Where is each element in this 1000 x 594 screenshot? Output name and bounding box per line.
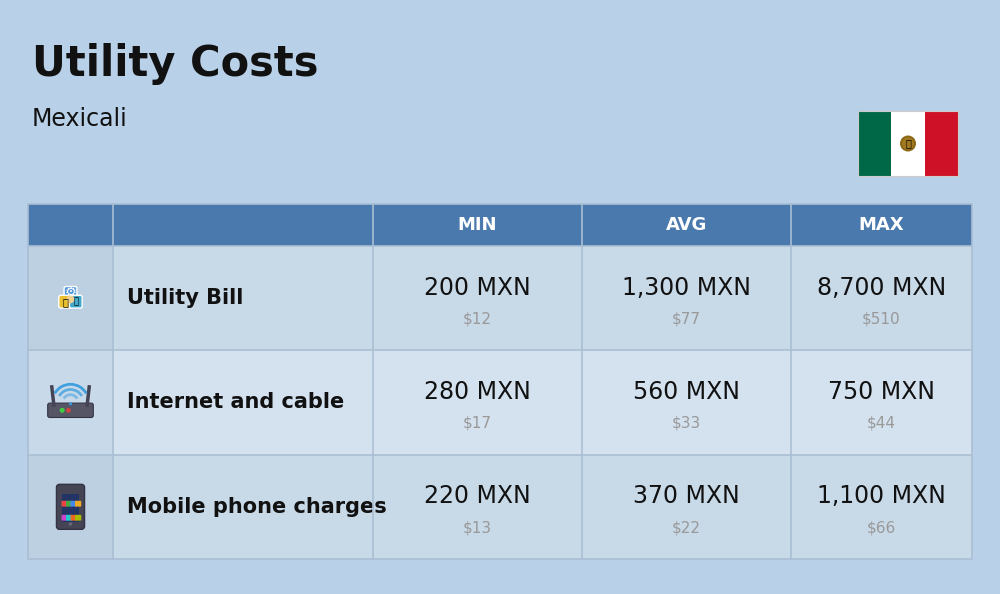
Bar (113, 246, 373, 350)
Text: 1,100 MXN: 1,100 MXN (817, 484, 946, 508)
Text: Internet and cable: Internet and cable (127, 393, 344, 412)
Circle shape (67, 295, 74, 303)
Bar (791, 204, 972, 246)
Bar (582, 246, 791, 350)
FancyBboxPatch shape (70, 501, 77, 507)
Text: ⚙: ⚙ (64, 286, 76, 299)
Bar (113, 454, 373, 559)
Circle shape (60, 408, 65, 413)
FancyBboxPatch shape (66, 515, 72, 521)
Circle shape (69, 522, 72, 526)
Bar (373, 454, 582, 559)
Text: $77: $77 (672, 311, 701, 327)
Bar (791, 246, 972, 350)
Text: Utility Bill: Utility Bill (127, 288, 243, 308)
FancyBboxPatch shape (75, 501, 81, 507)
Text: 🔌: 🔌 (62, 296, 68, 307)
Text: Mobile phone charges: Mobile phone charges (127, 497, 387, 517)
Bar (28, 204, 972, 559)
Text: $66: $66 (867, 520, 896, 535)
Text: 280 MXN: 280 MXN (424, 380, 531, 404)
Bar (925, 111, 958, 176)
Circle shape (69, 402, 72, 405)
FancyBboxPatch shape (56, 484, 85, 529)
Bar (28, 204, 113, 246)
Bar (28, 246, 113, 350)
Bar (858, 111, 891, 176)
Text: $33: $33 (672, 416, 701, 431)
FancyBboxPatch shape (59, 295, 72, 308)
Bar (28, 454, 113, 559)
Text: 370 MXN: 370 MXN (633, 484, 740, 508)
Text: Mexicali: Mexicali (32, 107, 128, 131)
Text: $22: $22 (672, 520, 701, 535)
Text: 🦅: 🦅 (905, 138, 911, 148)
Bar (582, 454, 791, 559)
Text: 🚿: 🚿 (73, 297, 78, 306)
Text: $44: $44 (867, 416, 896, 431)
Bar (62, 494, 79, 522)
Text: 220 MXN: 220 MXN (424, 484, 531, 508)
Text: MIN: MIN (458, 216, 497, 234)
Text: $17: $17 (463, 416, 492, 431)
Text: 8,700 MXN: 8,700 MXN (817, 276, 946, 300)
Bar (891, 111, 925, 176)
Circle shape (66, 408, 71, 413)
Bar (791, 350, 972, 454)
FancyBboxPatch shape (64, 286, 77, 299)
Text: $510: $510 (862, 311, 901, 327)
FancyBboxPatch shape (70, 515, 77, 521)
Circle shape (900, 135, 916, 151)
Bar (582, 350, 791, 454)
Bar (28, 350, 113, 454)
Bar (373, 246, 582, 350)
Text: $12: $12 (463, 311, 492, 327)
Bar (113, 204, 373, 246)
FancyBboxPatch shape (66, 501, 72, 507)
Text: 750 MXN: 750 MXN (828, 380, 935, 404)
Text: MAX: MAX (859, 216, 904, 234)
Bar (791, 454, 972, 559)
FancyBboxPatch shape (48, 403, 93, 418)
FancyBboxPatch shape (62, 501, 68, 507)
Text: 1,300 MXN: 1,300 MXN (622, 276, 751, 300)
Text: 200 MXN: 200 MXN (424, 276, 531, 300)
Circle shape (902, 137, 914, 150)
Bar (373, 204, 582, 246)
Bar (858, 111, 958, 176)
Text: $13: $13 (463, 520, 492, 535)
Bar (373, 350, 582, 454)
Bar (582, 204, 791, 246)
Bar (113, 350, 373, 454)
Text: AVG: AVG (666, 216, 707, 234)
FancyBboxPatch shape (62, 515, 68, 521)
Text: 560 MXN: 560 MXN (633, 380, 740, 404)
Text: Utility Costs: Utility Costs (32, 43, 318, 85)
FancyBboxPatch shape (69, 295, 82, 308)
FancyBboxPatch shape (75, 515, 81, 521)
